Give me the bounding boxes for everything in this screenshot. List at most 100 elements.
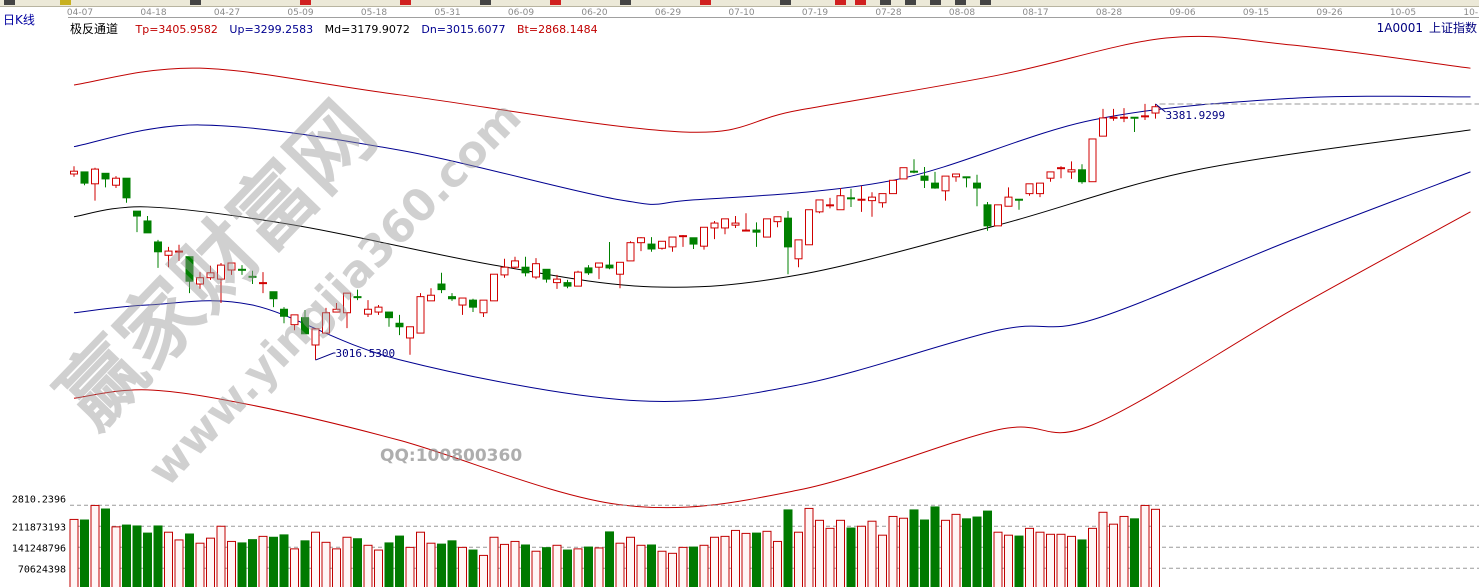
- candle-body: [500, 266, 509, 276]
- candle: [962, 176, 971, 188]
- candle: [931, 171, 939, 189]
- candle: [836, 188, 845, 211]
- volume-bar: [941, 519, 950, 587]
- candle-body: [847, 197, 855, 200]
- candle-body: [364, 308, 372, 315]
- volume-bar: [1056, 533, 1066, 587]
- date-tick-label: 09-15: [1243, 8, 1269, 18]
- toolbar-icon[interactable]: [4, 0, 15, 5]
- toolbar-icon[interactable]: [620, 0, 631, 5]
- candle: [395, 314, 404, 336]
- volume-bar: [489, 536, 499, 587]
- volume-bar: [237, 542, 247, 587]
- candle-body: [259, 282, 267, 285]
- volume-bar: [836, 519, 845, 587]
- candle: [941, 175, 950, 201]
- candle-body: [910, 170, 918, 173]
- candle-body: [154, 241, 162, 253]
- toolbar-icon[interactable]: [905, 0, 916, 5]
- toolbar-icon[interactable]: [400, 0, 411, 5]
- candle: [133, 210, 141, 233]
- candle: [1046, 171, 1055, 182]
- candle: [1057, 166, 1065, 179]
- candle: [1120, 108, 1128, 123]
- candle: [259, 272, 267, 294]
- band-line-4: [73, 211, 1471, 509]
- candle-body: [532, 263, 540, 278]
- indicator-dn: Dn=3015.6077: [421, 23, 506, 36]
- candle-body: [217, 264, 225, 280]
- volume-bar: [332, 548, 341, 587]
- candle-body: [164, 250, 173, 256]
- candle-body: [490, 273, 498, 302]
- volume-bar: [878, 534, 887, 587]
- candle: [868, 192, 876, 217]
- candle: [1036, 182, 1044, 198]
- channel-bands: [73, 35, 1471, 509]
- candle-body: [668, 236, 677, 248]
- candle: [700, 226, 708, 250]
- toolbar-icon[interactable]: [550, 0, 561, 5]
- candle-body: [437, 283, 446, 291]
- candle-body: [742, 229, 750, 232]
- volume-bar: [164, 531, 173, 587]
- toolbar-icon[interactable]: [700, 0, 711, 5]
- volume-bar: [846, 527, 856, 587]
- volume-bar: [1035, 531, 1045, 587]
- candle-body: [868, 196, 876, 202]
- toolbar-icon[interactable]: [60, 0, 71, 5]
- candle: [448, 293, 456, 301]
- toolbar-icon[interactable]: [300, 0, 311, 5]
- volume-bar: [752, 532, 761, 587]
- candle-body: [626, 242, 635, 262]
- candle-body: [805, 209, 813, 246]
- candle-body: [994, 204, 1002, 227]
- volume-bar: [993, 531, 1003, 587]
- symbol-label: 1A0001 上证指数: [1371, 19, 1477, 36]
- band-line-3: [73, 171, 1471, 402]
- candle: [994, 204, 1002, 227]
- candle-body: [920, 175, 929, 181]
- volume-bar: [353, 538, 362, 587]
- toolbar-icon[interactable]: [930, 0, 941, 5]
- toolbar-icon[interactable]: [835, 0, 846, 5]
- candle: [647, 237, 656, 252]
- candle: [500, 258, 509, 278]
- toolbar-icon[interactable]: [780, 0, 791, 5]
- toolbar-icon[interactable]: [855, 0, 866, 5]
- toolbar-icon[interactable]: [955, 0, 966, 5]
- volume-bar: [1151, 508, 1160, 587]
- volume-bar: [542, 547, 551, 587]
- toolbar-icon[interactable]: [880, 0, 891, 5]
- volume-bar: [983, 510, 992, 587]
- indicator-name[interactable]: 极反通道: [70, 22, 119, 36]
- candle: [952, 173, 960, 182]
- band-line-0: [73, 35, 1471, 133]
- candle-body: [112, 177, 120, 186]
- candle: [416, 293, 425, 334]
- volume-bar: [899, 517, 908, 587]
- candle: [175, 244, 183, 261]
- candle: [721, 218, 729, 235]
- candle-body: [542, 268, 551, 280]
- symbol-code: 1A0001: [1376, 21, 1423, 35]
- date-axis: 04-07 04-18 04-27 05-09 05-18 05-31 06-09 06-20…: [67, 8, 1479, 18]
- toolbar-icon[interactable]: [190, 0, 201, 5]
- period-label[interactable]: 日K线: [3, 13, 35, 27]
- volume-bar: [815, 519, 824, 587]
- volume-bar: [678, 546, 688, 587]
- volume-bar: [783, 509, 793, 587]
- candle: [332, 302, 341, 313]
- volume-bar: [867, 520, 877, 587]
- volume-bar: [174, 539, 184, 587]
- toolbar-icon[interactable]: [980, 0, 991, 5]
- toolbar-icon[interactable]: [480, 0, 491, 5]
- volume-bar: [269, 536, 278, 587]
- candle-body: [385, 311, 393, 319]
- candle: [511, 256, 519, 270]
- candle: [101, 172, 110, 188]
- candle: [154, 239, 162, 268]
- volume-bar: [479, 554, 488, 587]
- volume-bar: [1130, 518, 1139, 587]
